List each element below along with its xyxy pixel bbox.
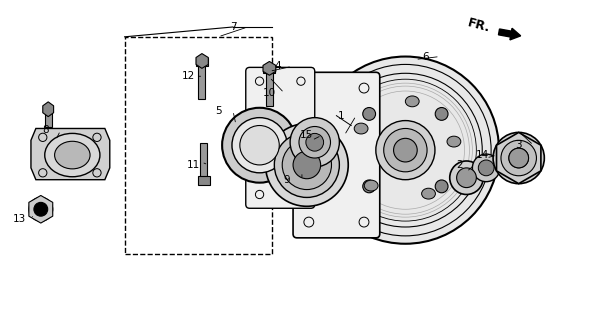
Ellipse shape (364, 180, 378, 191)
Ellipse shape (363, 180, 375, 193)
Text: 7: 7 (230, 22, 236, 32)
Circle shape (34, 202, 48, 216)
Polygon shape (497, 132, 541, 184)
Ellipse shape (435, 108, 448, 120)
Text: 9: 9 (284, 175, 290, 185)
Bar (263, 65, 275, 73)
Ellipse shape (435, 180, 448, 193)
Ellipse shape (422, 188, 435, 199)
Text: 12: 12 (182, 71, 195, 81)
Ellipse shape (447, 136, 461, 147)
Text: 8: 8 (42, 125, 49, 135)
Ellipse shape (290, 118, 339, 167)
Ellipse shape (293, 151, 321, 179)
Text: 10: 10 (263, 88, 276, 98)
Circle shape (277, 146, 285, 154)
Text: 14: 14 (476, 150, 489, 160)
Ellipse shape (509, 148, 529, 168)
Ellipse shape (222, 108, 297, 183)
Ellipse shape (240, 125, 279, 165)
Ellipse shape (493, 132, 544, 184)
Polygon shape (31, 128, 110, 180)
Ellipse shape (45, 133, 100, 177)
Polygon shape (43, 102, 53, 117)
Circle shape (29, 197, 53, 221)
Text: 15: 15 (300, 130, 314, 140)
Ellipse shape (394, 138, 417, 162)
Bar (198, 176, 210, 185)
Ellipse shape (376, 121, 435, 180)
Text: 6: 6 (422, 52, 428, 61)
Ellipse shape (55, 141, 90, 169)
FancyBboxPatch shape (246, 68, 315, 208)
Ellipse shape (266, 124, 348, 206)
Ellipse shape (457, 168, 476, 188)
Polygon shape (196, 53, 208, 68)
Polygon shape (29, 196, 53, 223)
Bar (196, 58, 208, 66)
Text: 1: 1 (338, 111, 345, 121)
Ellipse shape (472, 154, 500, 182)
Text: FR.: FR. (466, 16, 492, 35)
Ellipse shape (282, 140, 331, 189)
Bar (45, 106, 52, 127)
Ellipse shape (232, 118, 287, 173)
Ellipse shape (405, 96, 419, 107)
Ellipse shape (299, 126, 330, 158)
Bar (267, 71, 273, 106)
Ellipse shape (363, 108, 375, 120)
Polygon shape (263, 61, 276, 75)
Bar (200, 143, 207, 178)
Text: 2: 2 (456, 160, 463, 170)
Circle shape (328, 146, 336, 154)
Ellipse shape (274, 132, 339, 197)
Circle shape (303, 190, 311, 198)
Ellipse shape (306, 133, 324, 151)
Ellipse shape (354, 123, 368, 134)
Ellipse shape (450, 161, 484, 195)
Text: 11: 11 (187, 160, 200, 170)
Ellipse shape (312, 57, 499, 244)
Text: 3: 3 (516, 140, 522, 150)
Ellipse shape (384, 128, 427, 172)
Ellipse shape (509, 148, 529, 168)
Text: 13: 13 (12, 214, 26, 224)
Text: 5: 5 (215, 106, 222, 116)
Text: 4: 4 (274, 61, 280, 71)
Ellipse shape (501, 140, 536, 176)
Ellipse shape (478, 160, 494, 176)
FancyBboxPatch shape (293, 72, 380, 238)
Bar (198, 64, 206, 99)
FancyArrow shape (498, 28, 521, 40)
